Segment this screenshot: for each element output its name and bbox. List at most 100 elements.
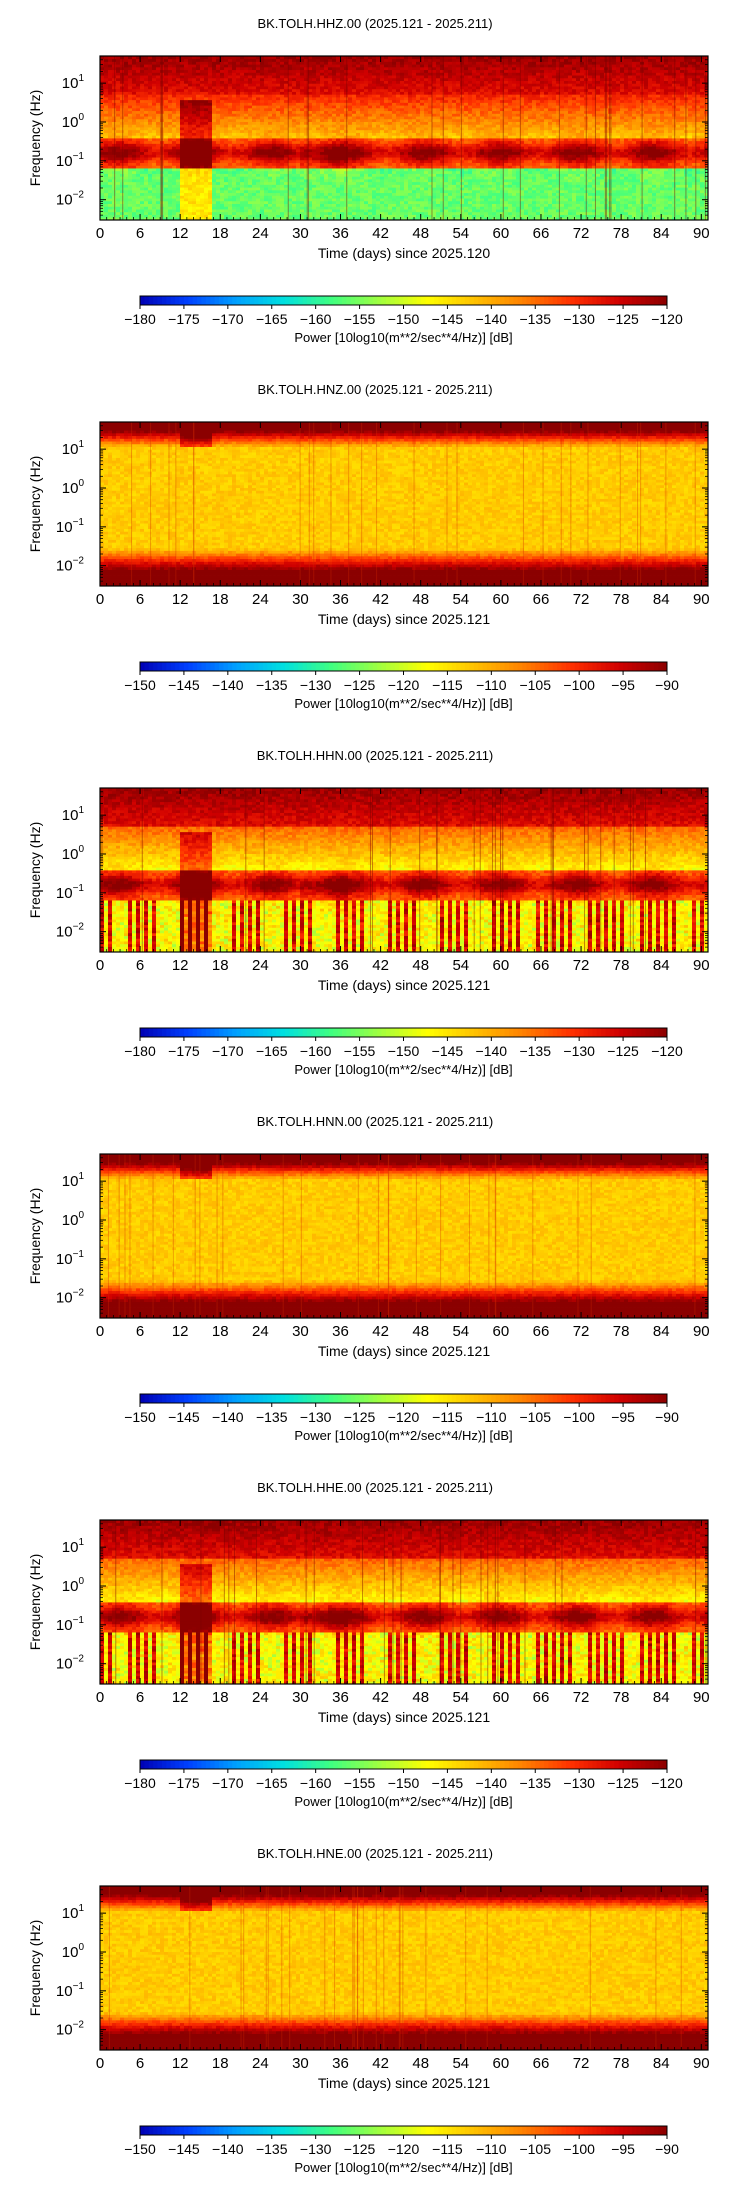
heatmap-cell — [224, 151, 229, 155]
heatmap-cell — [108, 113, 113, 117]
heatmap-cell — [136, 179, 141, 183]
heatmap-cell — [284, 198, 289, 202]
heatmap-cell — [144, 124, 149, 128]
heatmap-cell — [188, 107, 193, 112]
heatmap-cell — [400, 118, 405, 122]
heatmap-cell — [292, 129, 297, 133]
heatmap-cell — [364, 146, 369, 150]
heatmap-cell — [400, 127, 405, 131]
heatmap-cell — [420, 99, 425, 103]
heatmap-cell — [396, 113, 401, 117]
heatmap-cell — [320, 143, 325, 147]
heatmap-cell — [236, 206, 241, 210]
heatmap-cell — [372, 214, 377, 218]
heatmap-cell — [176, 184, 181, 188]
heatmap-cell — [304, 217, 309, 221]
heatmap-cell — [336, 75, 341, 79]
heatmap-cell — [396, 121, 401, 125]
heatmap-cell — [176, 86, 181, 90]
heatmap-cell — [400, 91, 405, 95]
heatmap-cell — [172, 80, 177, 84]
heatmap-cell — [296, 162, 301, 166]
heatmap-cell — [388, 94, 393, 98]
heatmap-cell — [296, 75, 301, 79]
heatmap-cell — [288, 86, 293, 90]
heatmap-cell — [376, 102, 381, 106]
heatmap-cell — [256, 121, 261, 125]
heatmap-cell — [420, 162, 425, 166]
heatmap-cell — [196, 66, 201, 71]
heatmap-cell — [356, 132, 361, 136]
heatmap-cell — [432, 206, 437, 210]
heatmap-cell — [176, 138, 181, 142]
heatmap-cell — [148, 64, 153, 68]
heatmap-cell — [232, 140, 237, 144]
heatmap-cell — [108, 198, 113, 202]
heatmap-cell — [104, 75, 109, 79]
heatmap-cell — [288, 140, 293, 144]
heatmap-cell — [196, 99, 201, 103]
heatmap-cell — [112, 148, 117, 153]
heatmap-cell — [372, 105, 377, 109]
heatmap-cell — [360, 91, 365, 95]
heatmap-cell — [220, 181, 225, 185]
heatmap-cell — [172, 129, 177, 133]
heatmap-cell — [132, 94, 137, 98]
heatmap-cell — [360, 69, 365, 73]
heatmap-cell — [384, 168, 389, 172]
heatmap-cell — [188, 116, 193, 120]
heatmap-cell — [392, 99, 397, 103]
heatmap-cell — [356, 187, 361, 191]
heatmap-cell — [140, 69, 145, 73]
heatmap-cell — [176, 99, 181, 103]
heatmap-cell — [420, 121, 425, 125]
heatmap-cell — [200, 121, 205, 125]
heatmap-cell — [188, 140, 193, 144]
heatmap-cell — [272, 83, 277, 87]
heatmap-cell — [364, 138, 369, 142]
heatmap-cell — [300, 195, 305, 199]
heatmap-cell — [260, 129, 265, 133]
heatmap-cell — [224, 58, 229, 62]
heatmap-cell — [404, 176, 409, 180]
heatmap-cell — [252, 107, 257, 112]
heatmap-cell — [324, 209, 329, 213]
heatmap-cell — [412, 179, 417, 183]
heatmap-cell — [304, 143, 309, 147]
heatmap-cell — [396, 154, 401, 158]
heatmap-cell — [396, 107, 401, 112]
heatmap-cell — [172, 124, 177, 128]
heatmap-cell — [396, 99, 401, 103]
heatmap-cell — [380, 121, 385, 125]
heatmap-cell — [344, 146, 349, 150]
heatmap-cell — [236, 179, 241, 183]
heatmap-cell — [280, 124, 285, 128]
heatmap-cell — [388, 159, 393, 163]
heatmap-cell — [260, 121, 265, 125]
heatmap-cell — [288, 94, 293, 98]
heatmap-cell — [176, 61, 181, 65]
heatmap-cell — [144, 116, 149, 120]
heatmap-cell — [212, 64, 217, 68]
heatmap-cell — [272, 165, 277, 169]
heatmap-cell — [292, 143, 297, 147]
heatmap-cell — [340, 83, 345, 87]
heatmap-cell — [200, 91, 205, 95]
heatmap-cell — [300, 124, 305, 128]
heatmap-cell — [292, 124, 297, 128]
heatmap-cell — [412, 69, 417, 73]
heatmap-cell — [296, 151, 301, 155]
heatmap-cell — [216, 206, 221, 210]
heatmap-cell — [244, 97, 249, 101]
heatmap-cell — [272, 94, 277, 98]
heatmap-cell — [368, 80, 373, 84]
heatmap-cell — [388, 91, 393, 95]
heatmap-cell — [328, 94, 333, 98]
heatmap-cell — [332, 77, 337, 81]
heatmap-cell — [332, 211, 337, 215]
heatmap-cell — [100, 206, 105, 210]
heatmap-cell — [336, 132, 341, 136]
heatmap-cell — [236, 187, 241, 191]
heatmap-cell — [424, 211, 429, 215]
heatmap-cell — [300, 214, 305, 218]
